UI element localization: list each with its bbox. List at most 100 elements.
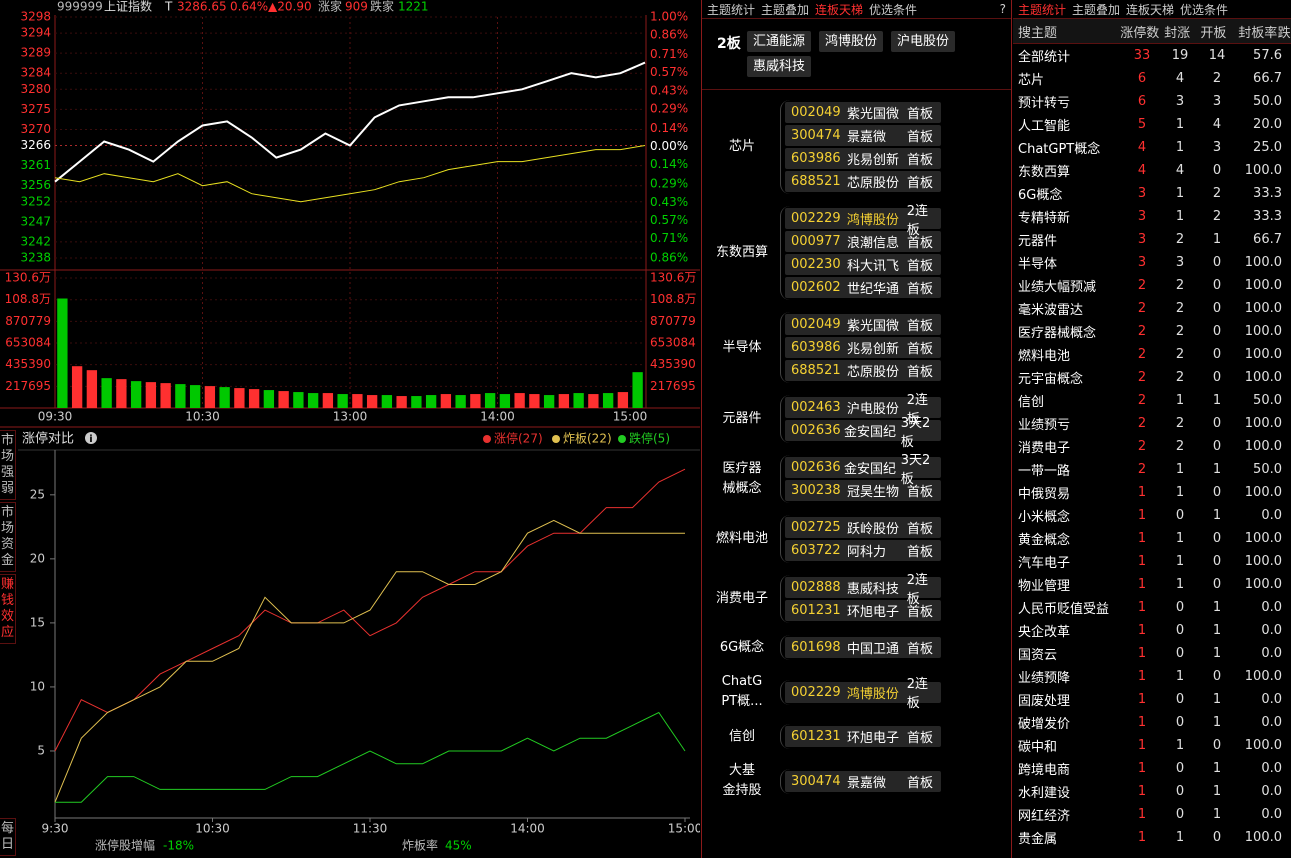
stock-entry[interactable]: 002463 沪电股份 2连板 [785,393,941,427]
ladder-group: 燃料电池 002725 跃岭股份 首板 603722 阿科力 首板 [702,515,1011,563]
table-row[interactable]: 黄金概念 1 1 0 100.0 [1013,527,1291,550]
column-header[interactable]: 开板 [1200,25,1227,41]
table-row[interactable]: 人工智能 5 1 4 20.0 [1013,113,1291,136]
table-row[interactable]: 贵金属 1 1 0 100.0 [1013,826,1291,849]
stock-chip[interactable]: 惠威科技 [747,56,812,77]
table-cell: 100.0 [1244,531,1282,546]
stock-entry[interactable]: 601231 环旭电子 首板 [785,600,941,621]
table-row[interactable]: 半导体 3 3 0 100.0 [1013,251,1291,274]
stock-code: 601698 [791,640,841,655]
stock-chip[interactable]: 汇通能源 [747,31,812,52]
stock-entry[interactable]: 002229 鸿博股份 2连板 [785,204,941,238]
table-row[interactable]: 毫米波雷达 2 2 0 100.0 [1013,297,1291,320]
column-header[interactable]: 涨停数 [1120,25,1160,41]
table-row[interactable]: 中俄贸易 1 1 0 100.0 [1013,481,1291,504]
stock-entry[interactable]: 603722 阿科力 首板 [785,540,941,561]
table-cell: 1 [1175,186,1185,201]
tab[interactable]: 优选条件 [869,2,918,17]
stock-entry[interactable]: 601231 环旭电子 首板 [785,726,941,747]
stock-chip[interactable]: 鸿博股份 [819,31,884,52]
column-header[interactable]: 搜主题 [1018,25,1058,41]
stock-entry[interactable]: 002636 金安国纪 3天2板 [785,416,941,450]
table-row[interactable]: 跨境电商 1 0 1 0.0 [1013,757,1291,780]
stock-code: 002636 [791,423,841,438]
table-row[interactable]: 碳中和 1 1 0 100.0 [1013,734,1291,757]
info-icon[interactable] [85,432,97,444]
stock-entry[interactable]: 000977 浪潮信息 首板 [785,231,941,252]
table-row[interactable]: 小米概念 1 0 1 0.0 [1013,504,1291,527]
table-row[interactable]: 东数西算 4 4 0 100.0 [1013,159,1291,182]
table-row[interactable]: 业绩预降 1 1 0 100.0 [1013,665,1291,688]
table-row[interactable]: 固废处理 1 0 1 0.0 [1013,688,1291,711]
y-tick-label: 3294 [20,26,51,40]
column-header[interactable]: 封涨 [1164,25,1191,41]
table-row[interactable]: 元器件 3 2 1 66.7 [1013,228,1291,251]
stock-entry[interactable]: 002049 紫光国微 首板 [785,102,941,123]
stock-entry[interactable]: 002602 世纪华通 首板 [785,277,941,298]
table-row[interactable]: 信创 2 1 1 50.0 [1013,389,1291,412]
table-row[interactable]: 燃料电池 2 2 0 100.0 [1013,343,1291,366]
table-row[interactable]: 元宇宙概念 2 2 0 100.0 [1013,366,1291,389]
table-row[interactable]: 专精特新 3 1 2 33.3 [1013,205,1291,228]
table-row[interactable]: 医疗器械概念 2 2 0 100.0 [1013,320,1291,343]
table-row[interactable]: 一带一路 2 1 1 50.0 [1013,458,1291,481]
stock-entry[interactable]: 002725 跃岭股份 首板 [785,517,941,538]
ladder-group: 信创 601231 环旭电子 首板 [702,724,1011,749]
tab[interactable]: 优选条件 [1180,2,1229,17]
help[interactable]: ? [999,2,1006,16]
column-header[interactable]: 封板率 [1238,25,1278,41]
stock-entry[interactable]: 002636 金安国纪 3天2板 [785,453,941,487]
table-cell: 0.0 [1261,692,1282,707]
table-row[interactable]: 水利建设 1 0 1 0.0 [1013,780,1291,803]
side-tab[interactable]: 每日 [0,818,16,856]
stock-entry[interactable]: 603986 兆易创新 首板 [785,337,941,358]
table-row[interactable]: 国资云 1 0 1 0.0 [1013,642,1291,665]
stock-entry[interactable]: 601698 中国卫通 首板 [785,637,941,658]
table-row[interactable]: 人民币贬值受益 1 0 1 0.0 [1013,596,1291,619]
table-row[interactable]: 全部统计 33 19 14 57.6 [1013,44,1291,67]
stock-entry[interactable]: 300238 冠昊生物 首板 [785,480,941,501]
table-row[interactable]: 破增发价 1 0 1 0.0 [1013,711,1291,734]
table-row[interactable]: ChatGPT概念 4 1 3 25.0 [1013,136,1291,159]
table-cell: 国资云 [1018,648,1058,663]
tab[interactable]: 连板天梯 [1126,2,1175,17]
table-row[interactable]: 消费电子 2 2 0 100.0 [1013,435,1291,458]
column-header[interactable]: 跌 [1277,25,1291,41]
tab[interactable]: 主题叠加 [1072,2,1121,17]
table-row[interactable]: 芯片 6 4 2 66.7 [1013,67,1291,90]
stock-entry[interactable]: 300474 景嘉微 首板 [785,125,941,146]
table-row[interactable]: 央企改革 1 0 1 0.0 [1013,619,1291,642]
table-row[interactable]: 预计转亏 6 3 3 50.0 [1013,90,1291,113]
tab[interactable]: 连板天梯 [815,2,864,17]
tab[interactable]: 主题统计 [707,2,756,17]
side-tab[interactable]: 赚钱效应 [0,574,16,644]
stock-entry[interactable]: 300474 景嘉微 首板 [785,770,941,792]
volume-bar [160,383,171,408]
table-row[interactable]: 业绩预亏 2 2 0 100.0 [1013,412,1291,435]
stock-chip[interactable]: 沪电股份 [891,31,956,52]
stock-name: 中国卫通 [847,642,900,657]
table-row[interactable]: 物业管理 1 1 0 100.0 [1013,573,1291,596]
stock-code: 300474 [791,128,841,143]
stock-entry[interactable]: 688521 芯原股份 首板 [785,360,941,381]
side-tab[interactable]: 市场资金 [0,502,16,572]
table-row[interactable]: 网红经济 1 0 1 0.0 [1013,803,1291,826]
stock-entry[interactable]: 603986 兆易创新 首板 [785,148,941,169]
stock-entry[interactable]: 002888 惠威科技 2连板 [785,573,941,607]
stock-code: 601231 [791,603,841,618]
theme-label: 元器件 [722,411,762,426]
y-tick-label: 870779 [5,314,51,328]
table-row[interactable]: 业绩大幅预减 2 2 0 100.0 [1013,274,1291,297]
volume-bar [396,396,407,408]
tab[interactable]: 主题叠加 [761,2,810,17]
table-row[interactable]: 汽车电子 1 1 0 100.0 [1013,550,1291,573]
stock-list: 002229 鸿博股份 2连板 [780,677,941,711]
stock-entry[interactable]: 002230 科大讯飞 首板 [785,254,941,275]
stock-entry[interactable]: 688521 芯原股份 首板 [785,171,941,192]
left-panel: i 999999 上证指数 T 3286.65 0.64% ▲20.90 涨家 909 跌家 12… [0,0,700,853]
stock-entry[interactable]: 002229 鸿博股份 2连板 [785,677,941,711]
side-tab[interactable]: 市场强弱 [0,430,16,500]
stock-entry[interactable]: 002049 紫光国微 首板 [785,314,941,335]
table-row[interactable]: 6G概念 3 1 2 33.3 [1013,182,1291,205]
tab[interactable]: 主题统计 [1018,2,1067,17]
